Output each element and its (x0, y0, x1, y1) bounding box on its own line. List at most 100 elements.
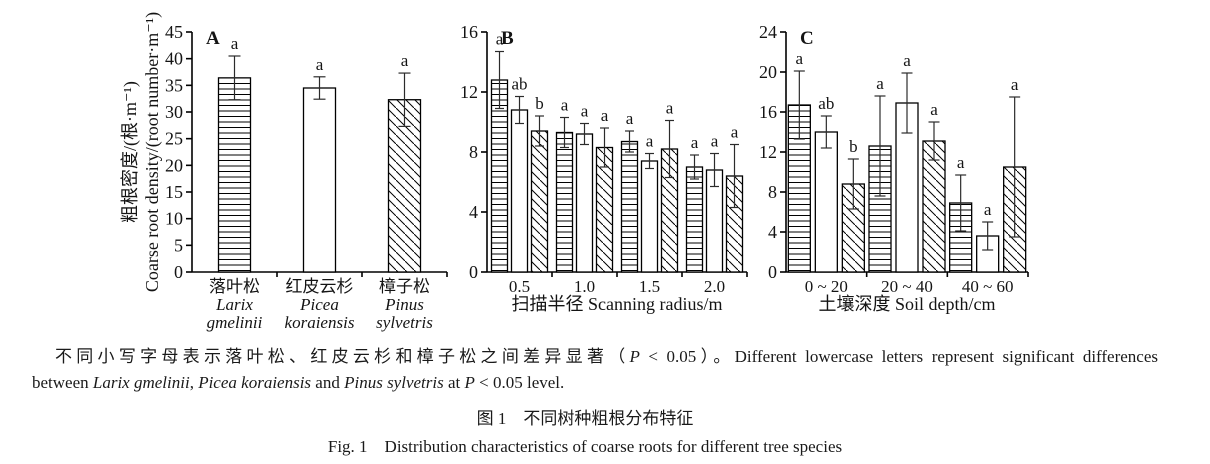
sig-letter: a (731, 123, 739, 142)
y-tick-label: 10 (165, 209, 183, 229)
panel-label: C (800, 28, 814, 49)
y-tick-label: 20 (759, 62, 777, 82)
significance-note: 不同小写字母表示落叶松、红皮云杉和樟子松之间差异显著（P < 0.05）。Dif… (32, 344, 1158, 396)
x-axis-label: 扫描半径 Scanning radius/m (512, 294, 723, 314)
panel-label: B (501, 28, 514, 49)
sig-letter: a (561, 96, 569, 115)
category-label: 0 ~ 20 (805, 277, 848, 296)
bar-larix-gmelinii (685, 166, 704, 273)
category-label: Pinus (384, 295, 424, 314)
note-segment: P (629, 347, 640, 366)
sig-letter: a (711, 132, 719, 151)
y-tick-label: 15 (165, 182, 183, 202)
y-tick-label: 25 (165, 129, 183, 149)
sig-letter: a (316, 55, 324, 74)
y-tick-label: 24 (759, 22, 777, 42)
bar-picea-koraiensis (510, 109, 529, 273)
note-line-1: 不同小写字母表示落叶松、红皮云杉和樟子松之间差异显著（P < 0.05）。Dif… (32, 344, 1158, 370)
category-label: Picea (299, 295, 339, 314)
note-segment: < 0.05）。Different lowercase letters repr… (639, 347, 1159, 366)
sig-letter: a (496, 30, 504, 49)
note-segment: between (32, 373, 93, 392)
category-label: 1.5 (639, 277, 660, 296)
sig-letter: ab (511, 75, 527, 94)
y-tick-label: 12 (759, 142, 777, 162)
y-tick-label: 4 (469, 202, 478, 222)
sig-letter: b (849, 137, 858, 156)
figure-caption-zh: 图 1 不同树种粗根分布特征 (476, 409, 694, 428)
sig-letter: a (957, 153, 965, 172)
y-tick-label: 0 (174, 262, 183, 282)
sig-letter: ab (818, 94, 834, 113)
note-segment: 不同小写字母表示落叶松、红皮云杉和樟子松之间差异显著（ (55, 347, 630, 366)
bar-pinus-sylvetris (530, 130, 549, 273)
note-segment: Picea koraiensis (198, 373, 312, 392)
note-segment: Larix gmelinii (92, 373, 190, 392)
sig-letter: b (535, 94, 544, 113)
y-axis-label-zh: 粗根密度/(根·m⁻¹) (120, 81, 141, 223)
category-label: 2.0 (704, 277, 725, 296)
y-tick-label: 35 (165, 75, 183, 95)
y-tick-label: 8 (469, 142, 478, 162)
category-label: sylvetris (376, 313, 433, 332)
panel-label: A (206, 28, 220, 49)
sig-letter: a (666, 99, 674, 118)
category-label: 0.5 (509, 277, 530, 296)
bar-larix-gmelinii (555, 131, 574, 273)
category-label: gmelinii (207, 313, 263, 332)
sig-letter: a (401, 51, 409, 70)
sig-letter: a (903, 51, 911, 70)
note-segment: < 0.05 level. (474, 373, 565, 392)
bar-pinus-sylvetris (922, 140, 946, 273)
bar-larix-gmelinii (217, 77, 252, 273)
y-tick-label: 16 (759, 102, 777, 122)
sig-letter: a (1011, 75, 1019, 94)
sig-letter: a (984, 200, 992, 219)
bar-picea-koraiensis (814, 131, 838, 273)
category-label: 樟子松 (379, 277, 430, 296)
sig-letter: a (626, 109, 634, 128)
note-segment: , (189, 373, 199, 392)
sig-letter: a (796, 49, 804, 68)
y-tick-label: 0 (768, 262, 777, 282)
category-label: 40 ~ 60 (962, 277, 1014, 296)
category-label: 落叶松 (209, 277, 260, 296)
category-label: koraiensis (285, 313, 355, 332)
sig-letter: a (231, 34, 239, 53)
note-segment: at (443, 373, 465, 392)
sig-letter: a (581, 102, 589, 121)
x-axis-label: 土壤深度 Soil depth/cm (819, 294, 996, 314)
sig-letter: a (691, 133, 699, 152)
y-tick-label: 5 (174, 235, 183, 255)
note-segment: Pinus sylvetris (344, 373, 444, 392)
y-tick-label: 16 (460, 22, 478, 42)
y-tick-label: 12 (460, 82, 478, 102)
category-label: Larix (215, 295, 253, 314)
y-tick-label: 8 (768, 182, 777, 202)
category-label: 20 ~ 40 (881, 277, 933, 296)
category-label: 1.0 (574, 277, 595, 296)
y-tick-label: 30 (165, 102, 183, 122)
sig-letter: a (930, 100, 938, 119)
charts-svg: 051015202530354045a落叶松Larixgmeliniia红皮云杉… (120, 12, 1029, 332)
y-tick-label: 4 (768, 222, 777, 242)
sig-letter: a (601, 106, 609, 125)
category-label: 红皮云杉 (286, 277, 354, 296)
bar-larix-gmelinii (620, 140, 639, 273)
y-tick-label: 40 (165, 49, 183, 69)
figure-caption-en: Fig. 1 Distribution characteristics of c… (327, 437, 843, 456)
bar-picea-koraiensis (575, 133, 594, 273)
sig-letter: a (646, 132, 654, 151)
y-tick-label: 0 (469, 262, 478, 282)
y-axis-label-en: Coarse root density/(root number·m⁻¹) (142, 12, 163, 292)
sig-letter: a (876, 74, 884, 93)
note-line-2: between Larix gmelinii, Picea koraiensis… (32, 370, 1158, 396)
bar-picea-koraiensis (302, 87, 337, 273)
y-tick-label: 20 (165, 155, 183, 175)
y-tick-label: 45 (165, 22, 183, 42)
bar-picea-koraiensis (640, 160, 659, 273)
